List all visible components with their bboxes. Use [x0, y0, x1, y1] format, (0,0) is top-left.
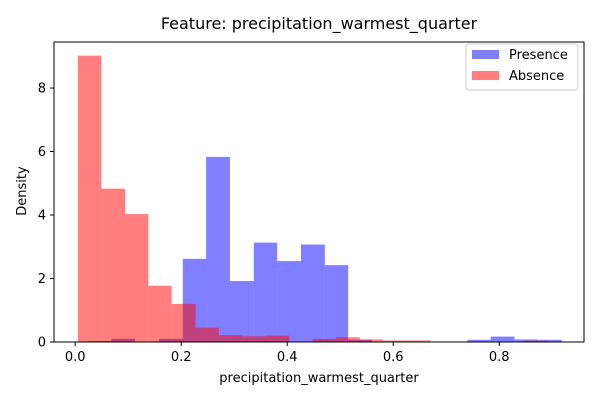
x-tick-label: 0.8 — [489, 350, 510, 365]
absence-bar-10 — [335, 337, 360, 342]
absence-bar-13 — [406, 340, 431, 342]
absence-bar-3 — [148, 285, 172, 342]
legend: Presence Absence — [465, 43, 579, 91]
presence-bar-9 — [324, 265, 349, 342]
absence-bar-6 — [218, 335, 243, 342]
presence-bar-13 — [514, 339, 538, 342]
y-tick-label: 0 — [38, 336, 46, 351]
legend-label-presence: Presence — [509, 48, 568, 63]
axes-layer: 0.0 0.2 0.4 0.6 0.8 0 2 4 6 8 — [38, 41, 585, 365]
absence-bar-11 — [359, 339, 384, 342]
presence-bar-14 — [537, 339, 562, 342]
presence-bar-4 — [206, 156, 230, 342]
absence-bar-8 — [266, 335, 290, 342]
presence-bar-7 — [277, 261, 301, 342]
x-tick-label: 0.2 — [171, 350, 192, 365]
y-tick-label: 2 — [38, 272, 46, 287]
legend-swatch-presence — [472, 50, 499, 59]
y-tick-label: 8 — [38, 82, 46, 97]
absence-bar-9 — [312, 338, 336, 342]
x-tick-label: 0.0 — [65, 350, 86, 365]
absence-bar-2 — [125, 214, 149, 342]
absence-bar-14 — [523, 340, 548, 342]
bars-layer — [77, 55, 562, 343]
y-tick-label: 4 — [38, 209, 46, 224]
chart-title: Feature: precipitation_warmest_quarter — [161, 14, 478, 34]
absence-bar-0 — [77, 55, 102, 343]
x-axis-label: precipitation_warmest_quarter — [219, 371, 419, 386]
absence-bar-7 — [242, 336, 266, 342]
y-tick-label: 6 — [38, 145, 46, 160]
absence-bar-12 — [383, 340, 407, 342]
x-tick-label: 0.6 — [383, 350, 404, 365]
y-axis-label: Density — [15, 166, 30, 216]
absence-bar-1 — [101, 188, 126, 342]
plot-frame — [53, 41, 585, 343]
absence-bar-5 — [195, 327, 219, 342]
presence-bar-6 — [253, 242, 278, 342]
legend-swatch-absence — [472, 71, 499, 80]
absence-bar-4 — [171, 303, 196, 342]
x-tick-label: 0.4 — [277, 350, 298, 365]
presence-bar-12 — [490, 336, 515, 342]
presence-bar-11 — [467, 339, 491, 342]
presence-bar-8 — [300, 244, 325, 342]
legend-label-absence: Absence — [509, 69, 564, 84]
presence-bar-5 — [229, 281, 254, 342]
